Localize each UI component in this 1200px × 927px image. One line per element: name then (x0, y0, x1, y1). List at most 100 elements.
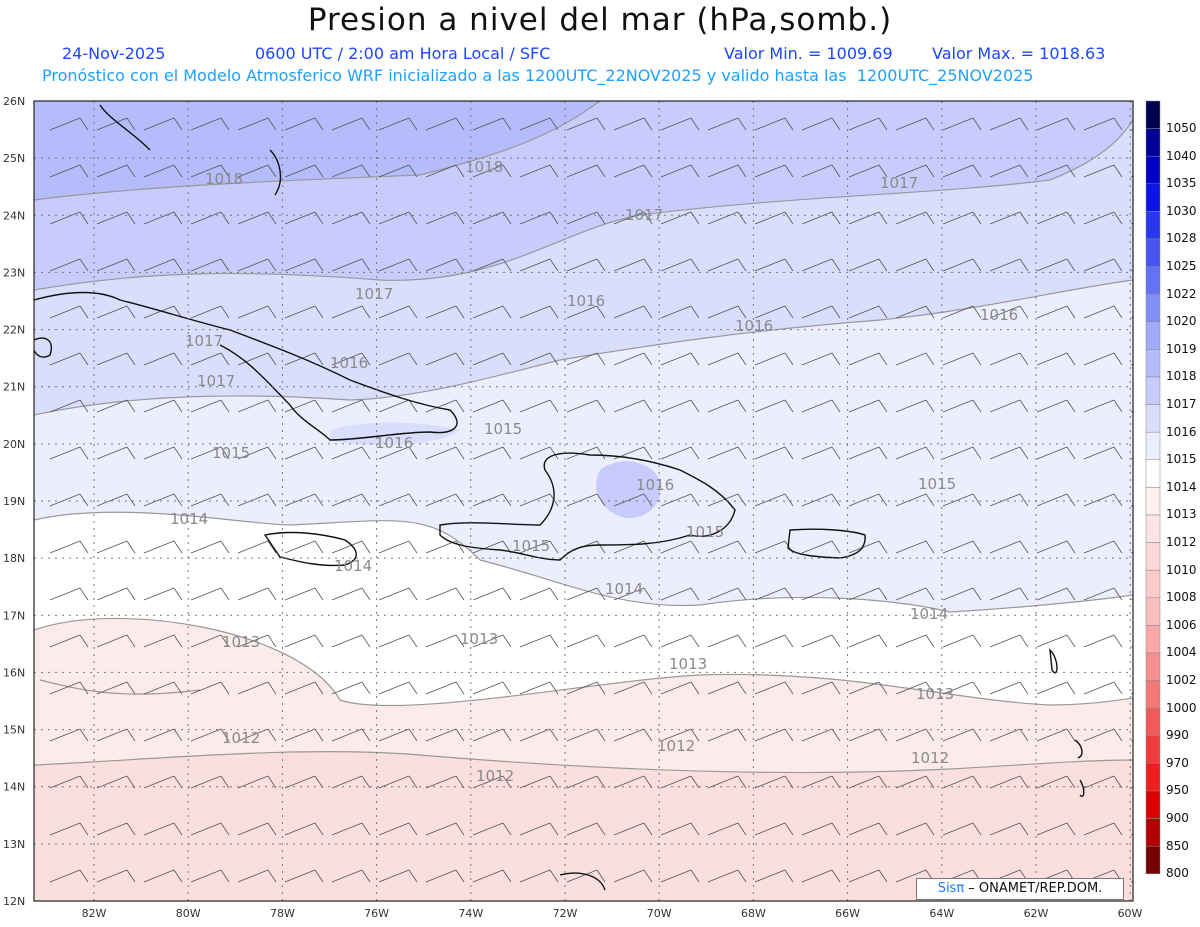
wind-barb (519, 352, 559, 366)
lon-label: 60W (1118, 907, 1143, 920)
wind-barb (613, 493, 653, 507)
wind-barb (660, 117, 700, 131)
wind-barb (895, 211, 935, 225)
wind-barb (707, 822, 747, 836)
legend-level-label: 1028 (1166, 231, 1197, 246)
wind-barb (190, 399, 230, 413)
wind-barb (284, 446, 324, 460)
legend-swatch (1145, 542, 1161, 571)
wind-barb (942, 493, 982, 507)
wind-barb (331, 305, 371, 319)
wind-barb (989, 587, 1029, 601)
contour-label: 1015 (212, 444, 250, 462)
legend-level-label: 1016 (1166, 424, 1197, 439)
valid-time: 0600 UTC / 2:00 am Hora Local / SFC (255, 44, 551, 63)
wind-barb (801, 822, 841, 836)
contour-label: 1014 (910, 605, 948, 623)
wind-barb (378, 352, 418, 366)
wind-barb (660, 869, 700, 883)
wind-barb (942, 117, 982, 131)
wind-barb (472, 681, 512, 695)
wind-barb (49, 681, 89, 695)
wind-barb (613, 399, 653, 413)
wind-barb (143, 587, 183, 601)
model-info: Pronóstico con el Modelo Atmosferico WRF… (42, 66, 1034, 85)
legend-level-label: 1018 (1166, 369, 1197, 384)
wind-barb (331, 258, 371, 272)
wind-barb (942, 540, 982, 554)
wind-barb (472, 728, 512, 742)
wind-barb (143, 822, 183, 836)
wind-barb (942, 728, 982, 742)
wind-barb (566, 681, 606, 695)
contour-label: 1012 (911, 749, 949, 767)
wind-barb (190, 305, 230, 319)
legend-swatch (1145, 266, 1161, 295)
wind-barb (331, 869, 371, 883)
wind-barb (801, 540, 841, 554)
wind-barb (801, 117, 841, 131)
wind-barb (942, 634, 982, 648)
coastline-puerto-rico (787, 528, 866, 559)
wind-barb (425, 305, 465, 319)
wind-barb (49, 587, 89, 601)
wind-barb (96, 822, 136, 836)
wind-barb (96, 634, 136, 648)
contour-label: 1016 (375, 434, 413, 452)
legend-swatch (1145, 514, 1161, 543)
lat-label: 22N (3, 324, 25, 337)
wind-barb (989, 258, 1029, 272)
wind-barb (425, 587, 465, 601)
wind-barb (378, 117, 418, 131)
wind-barb (895, 164, 935, 178)
contour-label: 1016 (330, 354, 368, 372)
wind-barb (472, 352, 512, 366)
wind-barb (754, 305, 794, 319)
wind-barb (848, 164, 888, 178)
wind-barb (895, 540, 935, 554)
wind-barb (331, 728, 371, 742)
wind-barb (707, 164, 747, 178)
legend-level-label: 1004 (1166, 645, 1197, 660)
wind-barb (284, 493, 324, 507)
wind-barb (472, 258, 512, 272)
wind-barb (378, 164, 418, 178)
wind-barb (848, 211, 888, 225)
wind-barb (942, 258, 982, 272)
wind-barb (49, 775, 89, 789)
wind-barb (49, 211, 89, 225)
wind-barb (754, 352, 794, 366)
wind-barb (989, 305, 1029, 319)
wind-barb (143, 446, 183, 460)
legend-level-label: 1017 (1166, 397, 1197, 411)
wind-barb (613, 822, 653, 836)
wind-barb (378, 258, 418, 272)
legend-level-label: 1015 (1166, 452, 1197, 467)
legend-swatch (1145, 680, 1161, 709)
wind-barb (331, 446, 371, 460)
color-legend (1145, 100, 1161, 875)
wind-barb (754, 446, 794, 460)
wind-barb (190, 634, 230, 648)
wind-barb (331, 117, 371, 131)
wind-barb (754, 728, 794, 742)
wind-barb (801, 211, 841, 225)
contour-label: 1018 (205, 170, 243, 188)
wind-barb (848, 352, 888, 366)
wind-barb (1036, 493, 1076, 507)
legend-level-label: 1025 (1166, 259, 1197, 273)
wind-barb (613, 869, 653, 883)
wind-barb (284, 164, 324, 178)
wind-barb (49, 540, 89, 554)
wind-barb (848, 869, 888, 883)
wind-barb (237, 634, 277, 648)
wind-barb (989, 728, 1029, 742)
wind-barb (331, 493, 371, 507)
legend-level-label: 1012 (1166, 535, 1197, 549)
wind-barb (378, 540, 418, 554)
wind-barb (49, 634, 89, 648)
wind-barb (237, 211, 277, 225)
wind-barb (566, 258, 606, 272)
wind-barb (143, 540, 183, 554)
lat-label: 20N (3, 438, 25, 451)
